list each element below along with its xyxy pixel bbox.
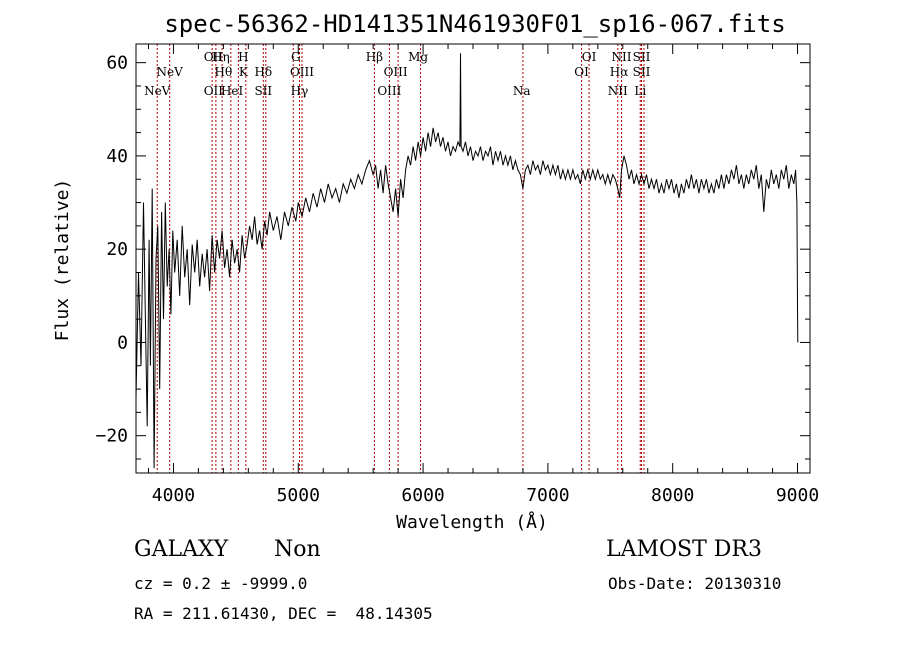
- survey-name: LAMOST DR3: [606, 537, 762, 562]
- line-label-24: SII: [633, 50, 651, 64]
- line-markers: [156, 44, 645, 473]
- line-label-17: Mg: [408, 50, 428, 64]
- line-label-7: H: [238, 50, 248, 64]
- x-axis-label: Wavelength (Å): [396, 511, 548, 533]
- x-tick-label-2: 6000: [401, 485, 444, 506]
- obs-date: Obs-Date: 20130310: [608, 574, 782, 593]
- line-label-21: NII: [612, 50, 632, 64]
- chart-title: spec-56362-HD141351N461930F01_sp16-067.f…: [164, 10, 785, 38]
- line-label-3: OII: [204, 84, 224, 98]
- line-label-4: Hη: [212, 50, 230, 64]
- line-label-23: NII: [608, 84, 628, 98]
- line-label-8: K: [239, 65, 249, 79]
- x-tick-label-5: 9000: [776, 485, 819, 506]
- object-class: GALAXY: [134, 537, 229, 562]
- line-label-22: Hα: [610, 65, 629, 79]
- y-axis-label: Flux (relative): [52, 179, 73, 342]
- line-label-5: Hθ: [215, 65, 233, 79]
- x-axis-ticks: 4000 5000 6000 7000 8000 9000: [147, 44, 819, 506]
- redshift-cz: cz = 0.2 ± -9999.0: [134, 574, 308, 593]
- line-label-15: OIII: [384, 65, 408, 79]
- line-label-26: Li: [634, 84, 646, 98]
- line-label-13: Hγ: [291, 84, 309, 98]
- line-label-2: OII: [204, 50, 224, 64]
- line-label-6: HeI: [221, 84, 244, 98]
- line-label-9: Hδ: [254, 65, 272, 79]
- line-label-0: NeV: [144, 84, 171, 98]
- y-axis-ticks: −20 0 20 40 60: [95, 53, 810, 460]
- x-tick-label-3: 7000: [526, 485, 569, 506]
- line-label-25: SII: [633, 65, 651, 79]
- plot-frame: [135, 43, 811, 474]
- line-label-19: OI: [582, 50, 597, 64]
- x-tick-label-0: 4000: [152, 485, 195, 506]
- line-label-20: OI: [574, 65, 589, 79]
- line-label-1: NeV: [157, 65, 184, 79]
- line-label-16: OIII: [377, 84, 401, 98]
- x-tick-label-4: 8000: [651, 485, 694, 506]
- line-label-11: G: [291, 50, 301, 64]
- y-tick-label-4: 60: [106, 53, 128, 74]
- line-label-10: SII: [254, 84, 272, 98]
- line-label-12: OIII: [290, 65, 314, 79]
- y-tick-label-1: 0: [117, 332, 128, 353]
- y-tick-label-0: −20: [95, 426, 128, 447]
- y-tick-label-3: 40: [106, 146, 128, 167]
- line-label-18: Na: [513, 84, 531, 98]
- y-tick-label-2: 20: [106, 239, 128, 260]
- line-label-14: Hβ: [366, 50, 383, 64]
- spectrum-line: [135, 53, 799, 469]
- object-subclass: Non: [274, 537, 321, 562]
- x-tick-label-1: 5000: [277, 485, 320, 506]
- coordinates: RA = 211.61430, DEC = 48.14305: [134, 604, 433, 623]
